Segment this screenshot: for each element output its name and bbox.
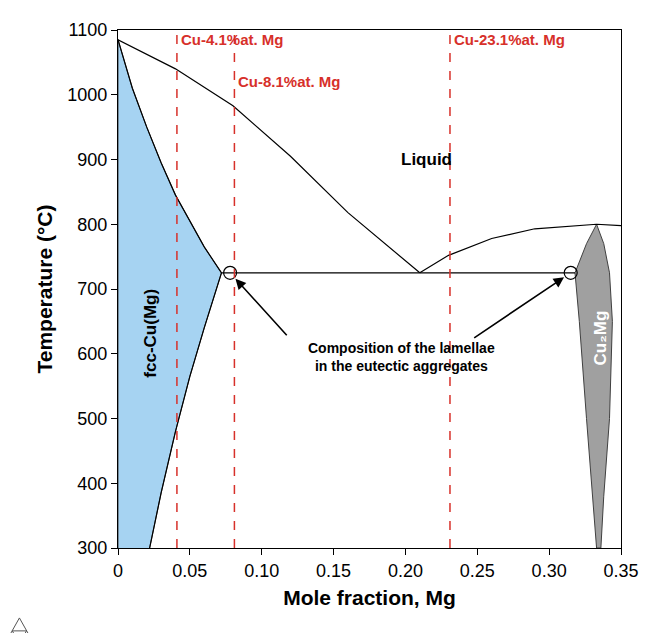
- svg-text:500: 500: [77, 409, 107, 429]
- svg-text:Cu-8.1%at. Mg: Cu-8.1%at. Mg: [238, 73, 341, 90]
- svg-text:0.25: 0.25: [460, 561, 495, 581]
- svg-text:Cu-23.1%at. Mg: Cu-23.1%at. Mg: [454, 31, 565, 48]
- svg-text:Composition of the lamellaein: Composition of the lamellaein the eutect…: [308, 340, 495, 374]
- svg-text:fcc-Cu(Mg): fcc-Cu(Mg): [141, 289, 160, 378]
- svg-text:300: 300: [77, 538, 107, 558]
- svg-text:0.15: 0.15: [316, 561, 351, 581]
- svg-text:1100: 1100: [69, 20, 108, 40]
- svg-text:0.10: 0.10: [244, 561, 279, 581]
- svg-text:0.35: 0.35: [603, 561, 638, 581]
- svg-text:Temperature (°C): Temperature (°C): [33, 204, 56, 373]
- svg-text:700: 700: [77, 279, 107, 299]
- svg-text:Liquid: Liquid: [401, 150, 452, 169]
- svg-text:900: 900: [77, 150, 107, 170]
- svg-text:1000: 1000: [67, 85, 107, 105]
- svg-text:0.20: 0.20: [388, 561, 423, 581]
- svg-text:Mole fraction, Mg: Mole fraction, Mg: [283, 586, 456, 609]
- svg-text:400: 400: [77, 474, 107, 494]
- svg-text:0.05: 0.05: [172, 561, 207, 581]
- svg-text:Cu₂Mg: Cu₂Mg: [591, 311, 610, 366]
- svg-text:0.30: 0.30: [532, 561, 567, 581]
- svg-text:800: 800: [77, 215, 107, 235]
- svg-text:0: 0: [113, 561, 123, 581]
- svg-text:600: 600: [77, 344, 107, 364]
- svg-text:Cu-4.1%at. Mg: Cu-4.1%at. Mg: [181, 31, 284, 48]
